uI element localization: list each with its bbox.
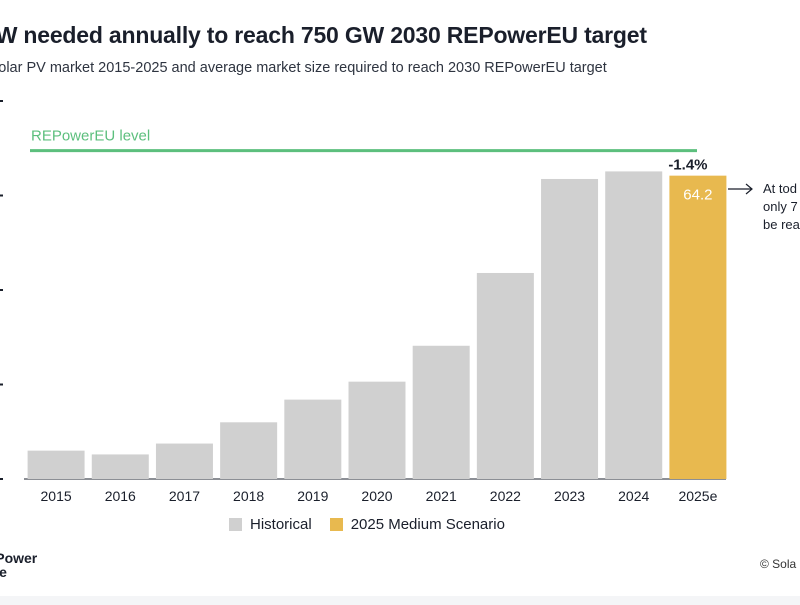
x-tick-label-2023: 2023 bbox=[554, 488, 585, 504]
x-tick-label-2025e: 2025e bbox=[678, 488, 717, 504]
x-tick-label-2015: 2015 bbox=[41, 488, 72, 504]
legend-label-historical: Historical bbox=[250, 516, 312, 533]
x-tick-label-2021: 2021 bbox=[426, 488, 457, 504]
annotation-arrow-head bbox=[745, 183, 753, 195]
logo-line-1: arPower bbox=[0, 550, 38, 566]
legend-item-historical: Historical bbox=[229, 516, 312, 533]
bar-historical-2016 bbox=[91, 454, 149, 479]
chart-title: GW needed annually to reach 750 GW 2030 … bbox=[0, 22, 647, 48]
legend-swatch-scenario bbox=[329, 518, 343, 531]
reference-line-label: REPowerEU level bbox=[31, 128, 150, 145]
logo-line-2: ope bbox=[0, 564, 7, 580]
annotation-line-2: be rea bbox=[763, 217, 800, 232]
x-tick-label-2022: 2022 bbox=[490, 488, 521, 504]
annotation-line-0: At tod bbox=[763, 181, 797, 196]
x-tick-label-2020: 2020 bbox=[361, 488, 392, 504]
solarpower-logo: arPower ope bbox=[0, 551, 37, 579]
x-tick-label-2016: 2016 bbox=[105, 488, 136, 504]
bar-historical-2019 bbox=[284, 399, 342, 479]
bar-historical-2022 bbox=[476, 272, 534, 479]
annotation-line-1: only 7 bbox=[763, 199, 798, 214]
footer-band bbox=[0, 596, 800, 605]
x-tick-label-2024: 2024 bbox=[618, 488, 649, 504]
bar-historical-2015 bbox=[27, 450, 85, 479]
bar-historical-2023 bbox=[541, 178, 599, 479]
x-tick-label-2017: 2017 bbox=[169, 488, 200, 504]
data-label-2025e: 64.2 bbox=[683, 187, 712, 204]
chart-subtitle: solar PV market 2015-2025 and average ma… bbox=[0, 60, 607, 76]
change-label: -1.4% bbox=[668, 157, 707, 174]
bar-historical-2021 bbox=[412, 345, 470, 479]
bar-historical-2018 bbox=[220, 422, 278, 479]
legend: Historical 2025 Medium Scenario bbox=[229, 516, 523, 533]
copyright-text: © Sola bbox=[760, 557, 797, 571]
bar-historical-2024 bbox=[605, 171, 663, 479]
legend-label-scenario: 2025 Medium Scenario bbox=[350, 516, 505, 533]
legend-item-scenario: 2025 Medium Scenario bbox=[329, 516, 505, 533]
legend-swatch-historical bbox=[229, 518, 242, 531]
bar-scenario-2025e bbox=[669, 175, 727, 479]
bar-historical-2020 bbox=[348, 381, 406, 479]
x-tick-label-2018: 2018 bbox=[233, 488, 264, 504]
x-tick-label-2019: 2019 bbox=[297, 488, 328, 504]
bar-historical-2017 bbox=[155, 443, 213, 479]
